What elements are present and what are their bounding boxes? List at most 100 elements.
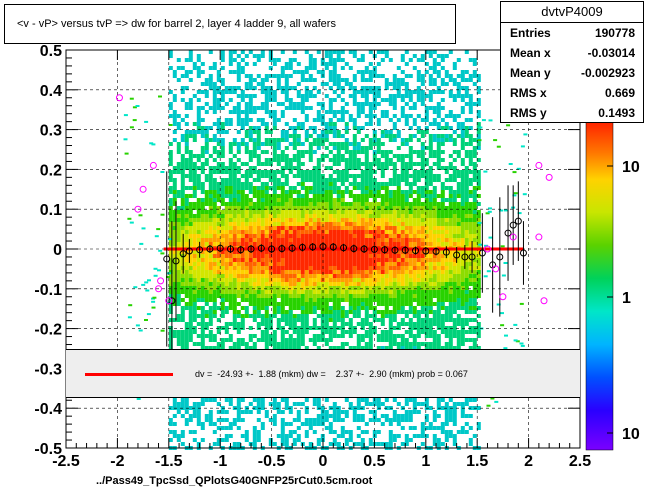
heatmap-cell bbox=[224, 238, 229, 242]
heatmap-cell bbox=[340, 110, 345, 114]
heatmap-cell bbox=[188, 186, 193, 190]
heatmap-cell bbox=[288, 62, 293, 66]
heatmap-cell bbox=[272, 314, 277, 318]
heatmap-cell bbox=[248, 302, 253, 306]
heatmap-cell bbox=[456, 174, 461, 178]
heatmap-cell bbox=[396, 290, 401, 294]
heatmap-cell bbox=[324, 322, 329, 326]
heatmap-cell bbox=[192, 294, 197, 298]
heatmap-cell bbox=[176, 338, 181, 342]
heatmap-cell bbox=[436, 214, 441, 218]
heatmap-cell bbox=[204, 218, 209, 222]
heatmap-cell bbox=[364, 70, 369, 74]
heatmap-cell bbox=[280, 242, 285, 246]
heatmap-cell bbox=[444, 210, 449, 214]
heatmap-cell bbox=[328, 186, 333, 190]
heatmap-cell bbox=[408, 398, 413, 402]
heatmap-cell bbox=[400, 174, 405, 178]
heatmap-cell bbox=[220, 210, 225, 214]
heatmap-cell bbox=[388, 194, 393, 198]
heatmap-cell bbox=[324, 222, 329, 226]
heatmap-cell bbox=[460, 86, 465, 90]
heatmap-cell bbox=[368, 278, 373, 282]
heatmap-cell bbox=[208, 238, 213, 242]
heatmap-cell bbox=[416, 302, 421, 306]
heatmap-cell bbox=[304, 226, 309, 230]
heatmap-cell bbox=[228, 334, 233, 338]
heatmap-cell bbox=[364, 430, 369, 434]
heatmap-cell bbox=[392, 222, 397, 226]
heatmap-cell bbox=[264, 322, 269, 326]
heatmap-cell bbox=[256, 262, 261, 266]
heatmap-cell bbox=[236, 150, 241, 154]
heatmap-cell bbox=[428, 146, 433, 150]
heatmap-cell bbox=[384, 270, 389, 274]
heatmap-cell bbox=[316, 194, 321, 198]
heatmap-cell bbox=[244, 218, 249, 222]
heatmap-cell bbox=[440, 194, 445, 198]
heatmap-cell bbox=[388, 218, 393, 222]
heatmap-cell bbox=[236, 278, 241, 282]
heatmap-cell bbox=[252, 110, 257, 114]
heatmap-cell bbox=[360, 282, 365, 286]
heatmap-cell bbox=[404, 330, 409, 334]
heatmap-cell bbox=[456, 186, 461, 190]
heatmap-cell bbox=[200, 342, 205, 346]
heatmap-cell bbox=[440, 226, 445, 230]
heatmap-cell bbox=[392, 178, 397, 182]
heatmap-cell bbox=[336, 154, 341, 158]
heatmap-cell bbox=[368, 334, 373, 338]
heatmap-cell bbox=[280, 226, 285, 230]
heatmap-cell bbox=[168, 210, 173, 214]
heatmap-cell bbox=[256, 274, 261, 278]
heatmap-cell bbox=[292, 126, 297, 130]
heatmap-cell bbox=[280, 182, 285, 186]
heatmap-cell bbox=[420, 58, 425, 62]
heatmap-cell bbox=[432, 122, 437, 126]
heatmap-cell bbox=[268, 222, 273, 226]
heatmap-cell bbox=[440, 82, 445, 86]
heatmap-cell bbox=[416, 310, 421, 314]
heatmap-cell bbox=[460, 430, 465, 434]
heatmap-cell bbox=[324, 310, 329, 314]
heatmap-cell bbox=[376, 62, 381, 66]
heatmap-cell bbox=[440, 398, 445, 402]
heatmap-cell bbox=[296, 170, 301, 174]
heatmap-cell bbox=[444, 186, 449, 190]
heatmap-cell bbox=[364, 194, 369, 198]
heatmap-cell bbox=[372, 74, 377, 78]
heatmap-cell bbox=[216, 294, 221, 298]
heatmap-cell bbox=[460, 198, 465, 202]
heatmap-cell bbox=[416, 402, 421, 406]
heatmap-cell bbox=[428, 142, 433, 146]
heatmap-cell bbox=[440, 426, 445, 430]
heatmap-cell bbox=[340, 134, 345, 138]
heatmap-cell bbox=[304, 258, 309, 262]
heatmap-cell bbox=[432, 206, 437, 210]
heatmap-cell bbox=[276, 234, 281, 238]
heatmap-cell bbox=[340, 206, 345, 210]
heatmap-cell bbox=[428, 198, 433, 202]
heatmap-cell bbox=[316, 338, 321, 342]
heatmap-cell bbox=[428, 290, 433, 294]
heatmap-cell bbox=[304, 250, 309, 254]
heatmap-cell bbox=[332, 230, 337, 234]
heatmap-cell bbox=[208, 266, 213, 270]
heatmap-cell bbox=[336, 234, 341, 238]
heatmap-cell bbox=[328, 194, 333, 198]
heatmap-cell bbox=[200, 198, 205, 202]
heatmap-cell bbox=[208, 226, 213, 230]
heatmap-cell bbox=[332, 270, 337, 274]
heatmap-cell bbox=[292, 302, 297, 306]
heatmap-cell bbox=[408, 230, 413, 234]
heatmap-cell bbox=[180, 414, 185, 418]
heatmap-cell bbox=[188, 210, 193, 214]
heatmap-cell bbox=[252, 94, 257, 98]
heatmap-cell bbox=[320, 154, 325, 158]
heatmap-cell bbox=[436, 158, 441, 162]
heatmap-cell bbox=[272, 398, 277, 402]
heatmap-cell bbox=[432, 314, 437, 318]
heatmap-cell bbox=[308, 230, 313, 234]
heatmap-cell bbox=[264, 314, 269, 318]
heatmap-cell bbox=[356, 270, 361, 274]
